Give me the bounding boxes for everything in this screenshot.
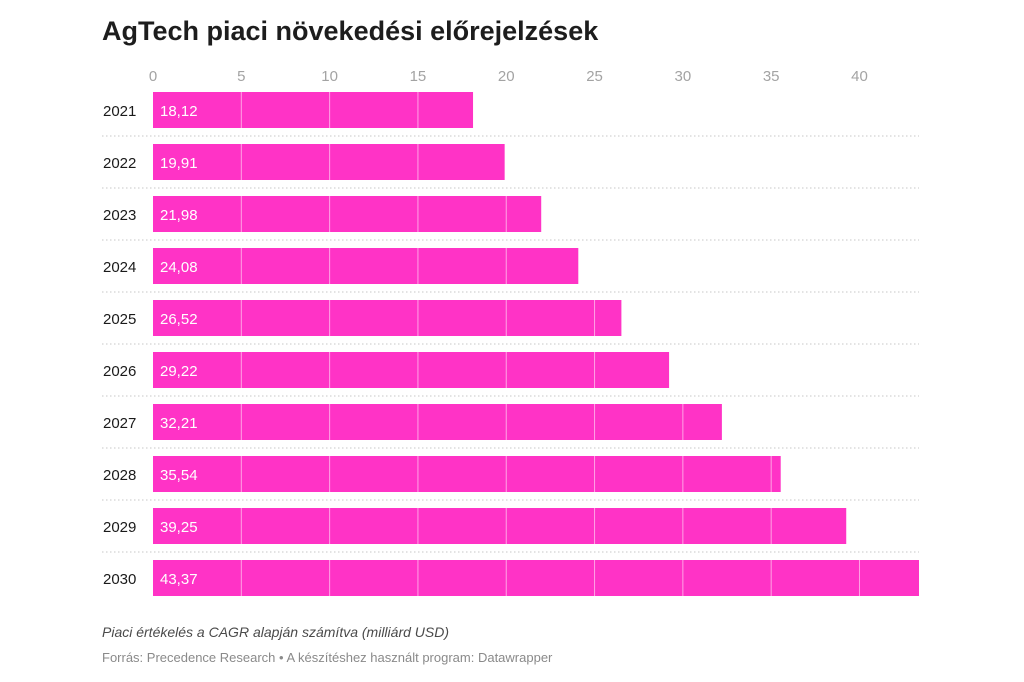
bar [153, 404, 722, 440]
category-label: 2027 [103, 415, 136, 432]
category-label: 2028 [103, 467, 136, 484]
value-label: 39,25 [160, 519, 198, 536]
category-label: 2021 [103, 103, 136, 120]
value-label: 18,12 [160, 103, 198, 120]
value-label: 19,91 [160, 155, 198, 172]
value-label: 26,52 [160, 311, 198, 328]
bar [153, 92, 474, 128]
x-tick-label: 0 [149, 68, 157, 85]
bar [153, 300, 622, 336]
value-label: 35,54 [160, 467, 198, 484]
x-tick-label: 15 [410, 68, 427, 85]
bar [153, 248, 579, 284]
category-label: 2023 [103, 207, 136, 224]
x-tick-label: 40 [851, 68, 868, 85]
x-tick-label: 30 [675, 68, 692, 85]
category-label: 2030 [103, 571, 136, 588]
value-label: 21,98 [160, 207, 198, 224]
value-label: 24,08 [160, 259, 198, 276]
x-tick-label: 25 [586, 68, 603, 85]
x-tick-label: 20 [498, 68, 515, 85]
bar-chart: 0 5 10 15 20 25 30 35 40202120222023202420252026… [102, 68, 919, 596]
category-label: 2029 [103, 519, 136, 536]
value-label: 43,37 [160, 571, 198, 588]
x-tick-label: 10 [321, 68, 338, 85]
value-label: 32,21 [160, 415, 198, 432]
category-label: 2026 [103, 363, 136, 380]
bar [153, 456, 781, 492]
bar [153, 196, 542, 232]
category-label: 2024 [103, 259, 136, 276]
category-label: 2022 [103, 155, 136, 172]
bar [153, 508, 847, 544]
category-label: 2025 [103, 311, 136, 328]
x-tick-label: 5 [237, 68, 245, 85]
chart-source: Forrás: Precedence Research • A készítés… [102, 650, 553, 665]
bar [153, 144, 505, 180]
chart-title: AgTech piaci növekedési előrejelzések [102, 16, 599, 46]
value-label: 29,22 [160, 363, 198, 380]
x-tick-label: 35 [763, 68, 780, 85]
bar [153, 560, 919, 596]
chart-note: Piaci értékelés a CAGR alapján számítva … [102, 624, 449, 640]
bar [153, 352, 670, 388]
